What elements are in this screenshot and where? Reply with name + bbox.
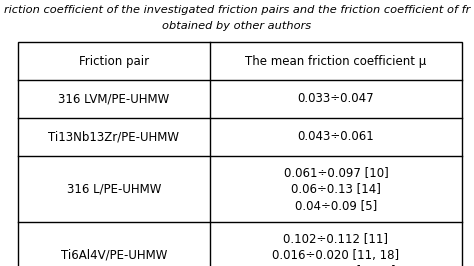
Text: 0.06÷0.13 [14]: 0.06÷0.13 [14] — [291, 182, 381, 196]
Text: Ti6Al4V/PE-UHMW: Ti6Al4V/PE-UHMW — [61, 248, 167, 261]
Text: The mean friction coefficient μ: The mean friction coefficient μ — [246, 55, 427, 68]
Text: Friction pair: Friction pair — [79, 55, 149, 68]
Text: 0.043÷0.061: 0.043÷0.061 — [298, 131, 374, 143]
Text: riction coefficient of the investigated friction pairs and the friction coeffici: riction coefficient of the investigated … — [4, 5, 470, 15]
Text: 316 L/PE-UHMW: 316 L/PE-UHMW — [67, 182, 161, 196]
Text: 0.033÷0.047: 0.033÷0.047 — [298, 93, 374, 106]
Text: 0.016÷0.020 [11, 18]: 0.016÷0.020 [11, 18] — [273, 248, 400, 261]
Text: 316 LVM/PE-UHMW: 316 LVM/PE-UHMW — [58, 93, 170, 106]
Text: 0.102÷0.112 [11]: 0.102÷0.112 [11] — [283, 232, 389, 245]
Text: Ti13Nb13Zr/PE-UHMW: Ti13Nb13Zr/PE-UHMW — [48, 131, 180, 143]
Text: obtained by other authors: obtained by other authors — [163, 21, 311, 31]
Text: 0.061÷0.097 [10]: 0.061÷0.097 [10] — [283, 166, 388, 179]
Text: 0.04÷0.09 [5]: 0.04÷0.09 [5] — [295, 199, 377, 212]
Text: 0.120÷0.150 [4, 13]: 0.120÷0.150 [4, 13] — [276, 265, 396, 266]
